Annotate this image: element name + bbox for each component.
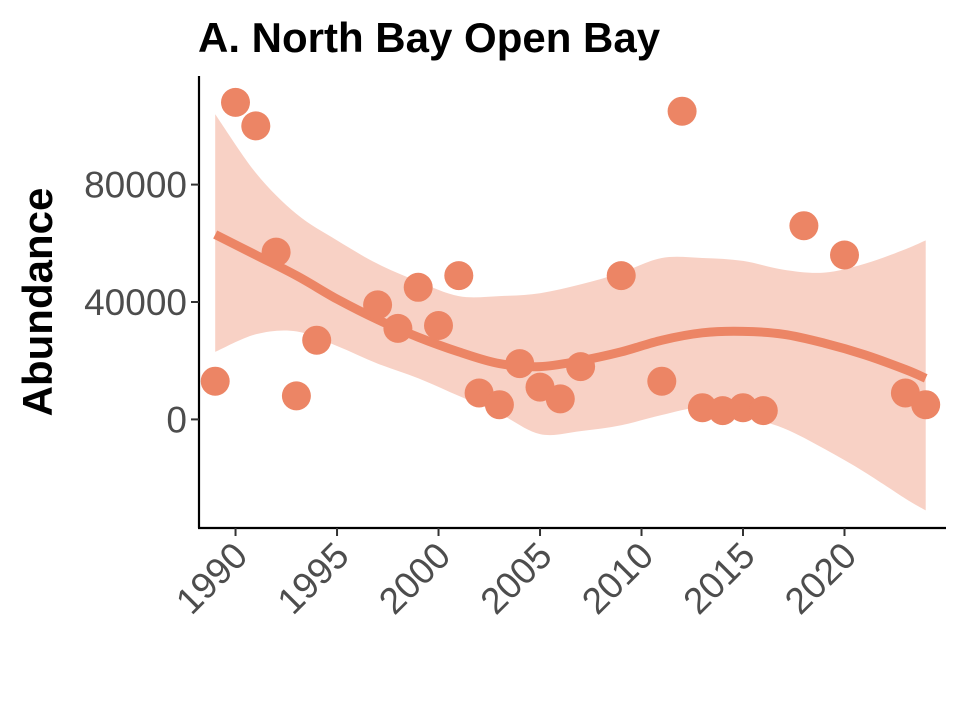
data-point-layer: [200, 87, 941, 426]
data-point: [444, 261, 474, 291]
data-point: [484, 390, 514, 420]
data-point: [261, 237, 291, 267]
data-point: [363, 290, 393, 320]
x-tick-label: 2005: [472, 535, 559, 622]
data-point: [505, 349, 535, 379]
y-axis-title: Abundance: [14, 188, 61, 417]
data-point: [748, 396, 778, 426]
data-point: [545, 384, 575, 414]
x-tick-label: 2020: [777, 535, 864, 622]
data-point: [606, 261, 636, 291]
data-point: [281, 381, 311, 411]
confidence-band: [215, 114, 926, 511]
x-tick-label: 2015: [675, 535, 762, 622]
data-point: [424, 311, 453, 340]
data-point: [830, 240, 859, 270]
data-point: [647, 366, 677, 396]
data-point: [789, 211, 819, 241]
data-point: [667, 96, 697, 126]
data-point: [566, 352, 596, 382]
y-axis-ticks: 0 40000 80000: [84, 165, 199, 440]
chart-title: A. North Bay Open Bay: [198, 14, 661, 61]
confidence-band-layer: [215, 114, 926, 511]
y-tick-label: 40000: [84, 282, 187, 323]
x-tick-label: 1990: [168, 535, 255, 622]
data-point: [911, 390, 941, 420]
x-tick-label: 1995: [269, 535, 356, 622]
x-tick-label: 2010: [574, 535, 661, 622]
data-point: [241, 111, 271, 141]
data-point: [403, 272, 433, 302]
data-point: [383, 313, 413, 343]
x-tick-label: 2000: [371, 535, 458, 622]
y-tick-label: 0: [166, 399, 187, 440]
x-axis-ticks: 1990 1995 2000 2005 2010 2015 2020: [168, 528, 864, 622]
y-tick-label: 80000: [84, 165, 187, 206]
data-point: [302, 325, 332, 355]
data-point: [221, 87, 250, 117]
data-point: [200, 366, 230, 396]
